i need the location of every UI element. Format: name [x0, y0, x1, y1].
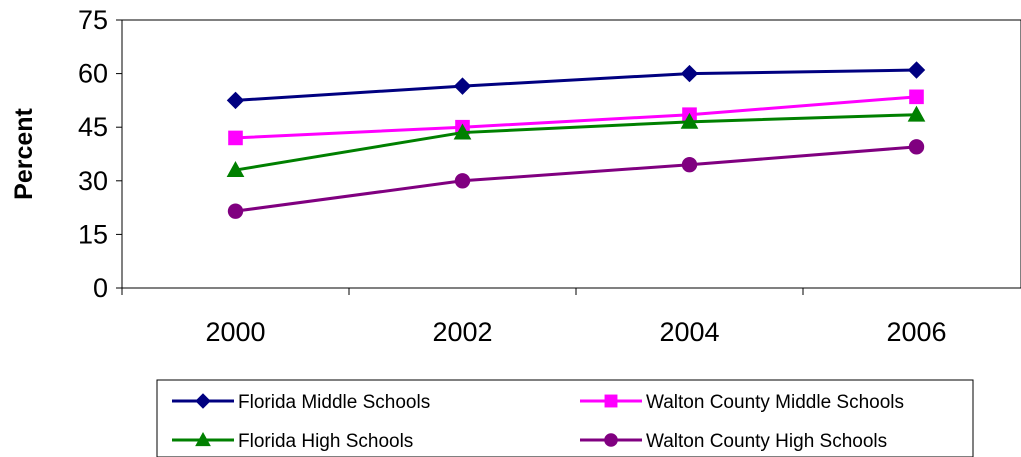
- y-tick-label: 0: [93, 273, 108, 303]
- y-axis-label: Percent: [10, 107, 38, 199]
- data-point-diamond: [680, 64, 699, 83]
- legend-item: Florida High Schools: [172, 431, 413, 452]
- legend-label: Walton County Middle Schools: [646, 392, 904, 413]
- data-point-triangle: [680, 112, 699, 129]
- x-tick-label: 2004: [659, 317, 719, 347]
- series-line: [235, 145, 917, 213]
- series-florida-high-schools: [226, 105, 926, 177]
- data-point-triangle: [907, 105, 926, 122]
- x-tick-label: 2000: [205, 317, 265, 347]
- data-point-triangle: [226, 161, 245, 177]
- x-axis: 2000 2002 2004 2006: [121, 288, 947, 347]
- y-tick-label: 75: [78, 5, 108, 35]
- legend-item: Florida Middle Schools: [172, 392, 430, 413]
- data-point-circle: [681, 157, 698, 173]
- legend-item: Walton County High Schools: [580, 431, 887, 452]
- series-line: [235, 68, 917, 102]
- data-point-diamond: [453, 77, 472, 95]
- series-florida-middle-schools: [226, 61, 926, 110]
- data-point-diamond: [195, 393, 211, 409]
- legend-box: [156, 379, 974, 457]
- data-point-circle: [604, 433, 618, 447]
- legend-item: Walton County Middle Schools: [580, 392, 904, 413]
- data-point-triangle: [195, 431, 211, 447]
- legend-label: Florida Middle Schools: [238, 392, 430, 413]
- legend-label: Florida High Schools: [238, 431, 413, 452]
- data-point-circle: [908, 139, 925, 155]
- y-axis: 0 15 30 45 60 75: [78, 5, 122, 303]
- y-tick-label: 45: [78, 112, 108, 142]
- data-point-diamond: [907, 61, 926, 79]
- plot-area: [121, 19, 1021, 289]
- series-line: [235, 95, 917, 140]
- data-point-square: [228, 130, 243, 146]
- data-point-circle: [454, 173, 471, 189]
- x-tick-label: 2006: [886, 317, 946, 347]
- data-point-square: [909, 89, 924, 105]
- data-point-diamond: [226, 91, 245, 110]
- data-point-triangle: [453, 123, 472, 140]
- legend-label: Walton County High Schools: [646, 431, 887, 452]
- series-walton-county-high-schools: [227, 139, 925, 219]
- x-tick-label: 2002: [432, 317, 492, 347]
- data-point-circle: [227, 203, 244, 219]
- series-line: [235, 113, 917, 172]
- legend: Florida Middle Schools Walton County Midd…: [156, 379, 974, 457]
- series-layer: [226, 61, 926, 219]
- y-tick-label: 15: [78, 219, 108, 249]
- data-point-square: [604, 394, 618, 408]
- y-tick-label: 60: [78, 59, 108, 89]
- y-tick-label: 30: [78, 166, 108, 196]
